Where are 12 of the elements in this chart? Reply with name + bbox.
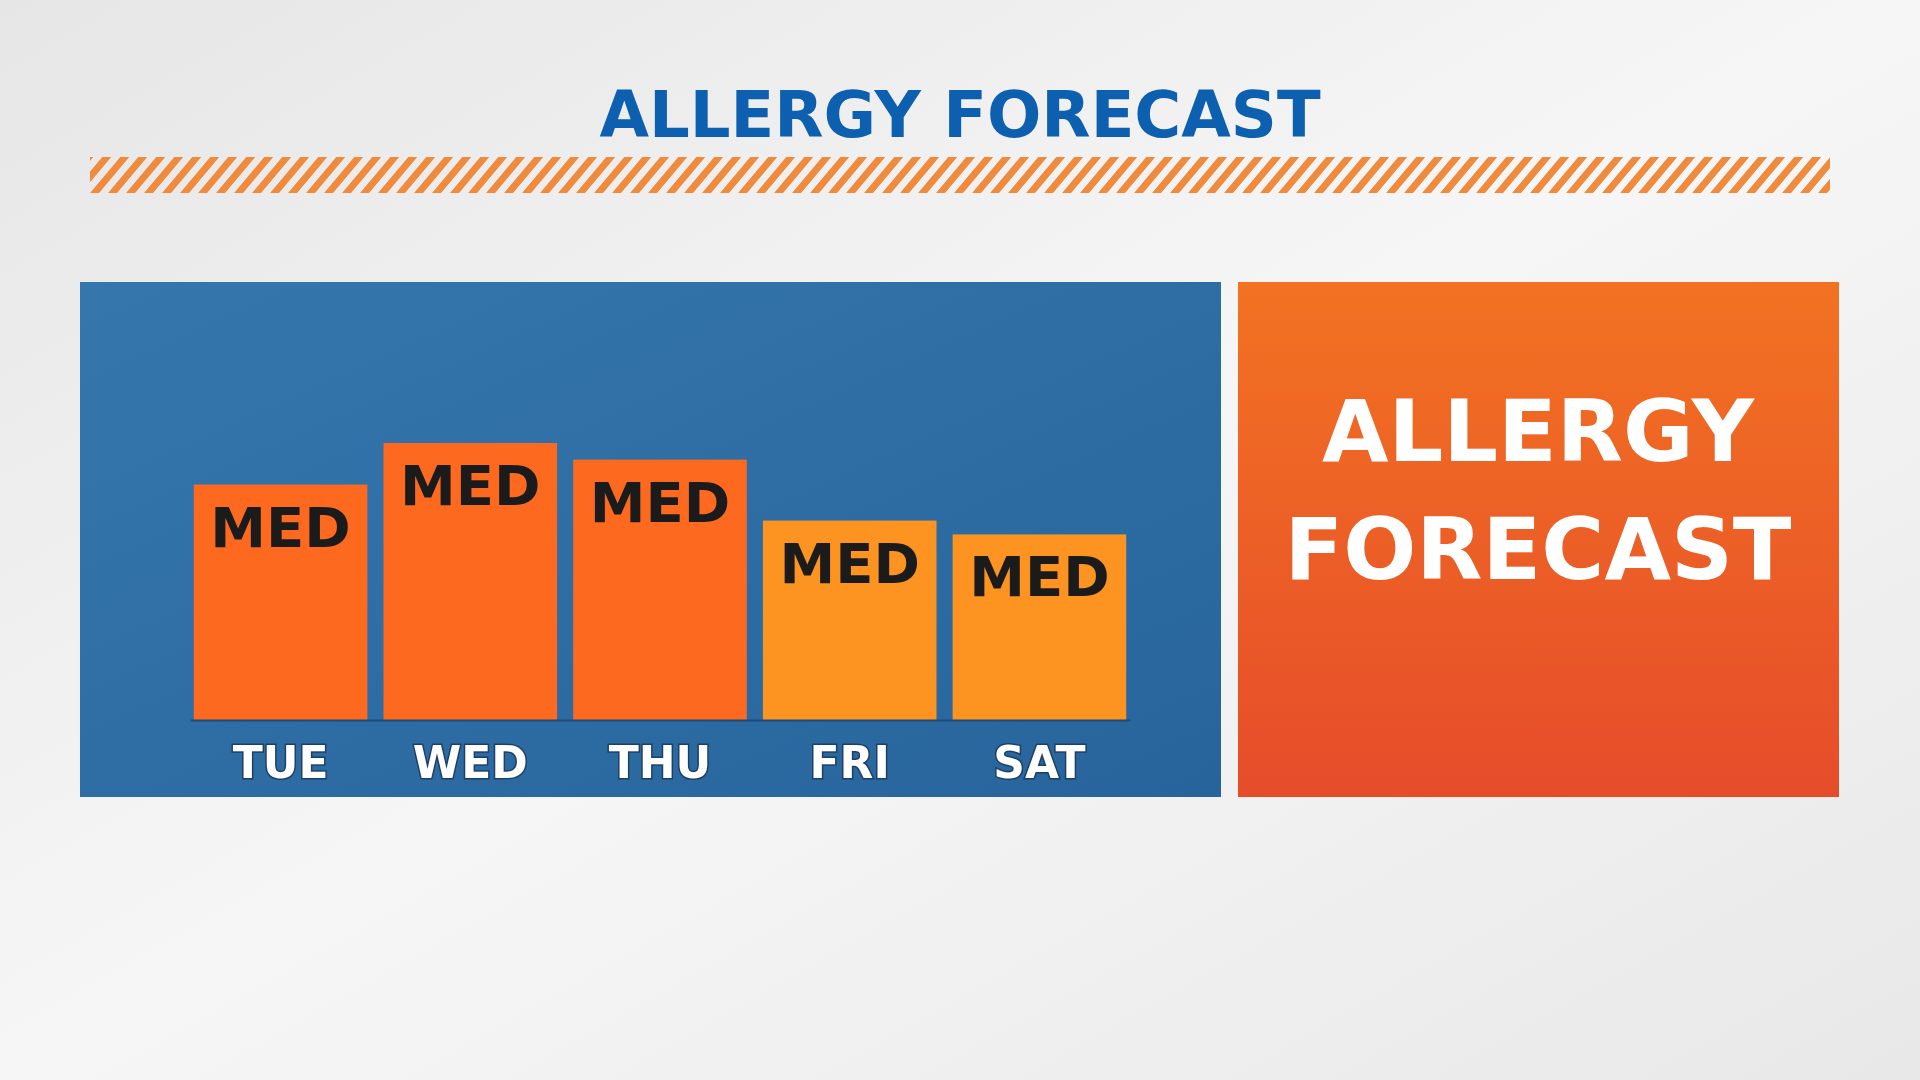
annotation: MED bbox=[589, 469, 731, 535]
annotation: MED bbox=[400, 453, 541, 518]
x-tick-label: TUE bbox=[232, 737, 329, 788]
x-tick-label: THU bbox=[608, 737, 712, 788]
x-tick-label: WED bbox=[412, 737, 528, 788]
annotation: MED bbox=[210, 494, 351, 560]
chart-title: ALLERGY FORECAST bbox=[599, 78, 1321, 152]
annotation: MED bbox=[779, 530, 920, 596]
x-tick-label: FRI bbox=[809, 737, 890, 788]
x-tick-label: SAT bbox=[993, 737, 1086, 788]
text: ALLERGY FORECAST bbox=[1284, 381, 1792, 599]
annotation: MED bbox=[969, 544, 1110, 610]
